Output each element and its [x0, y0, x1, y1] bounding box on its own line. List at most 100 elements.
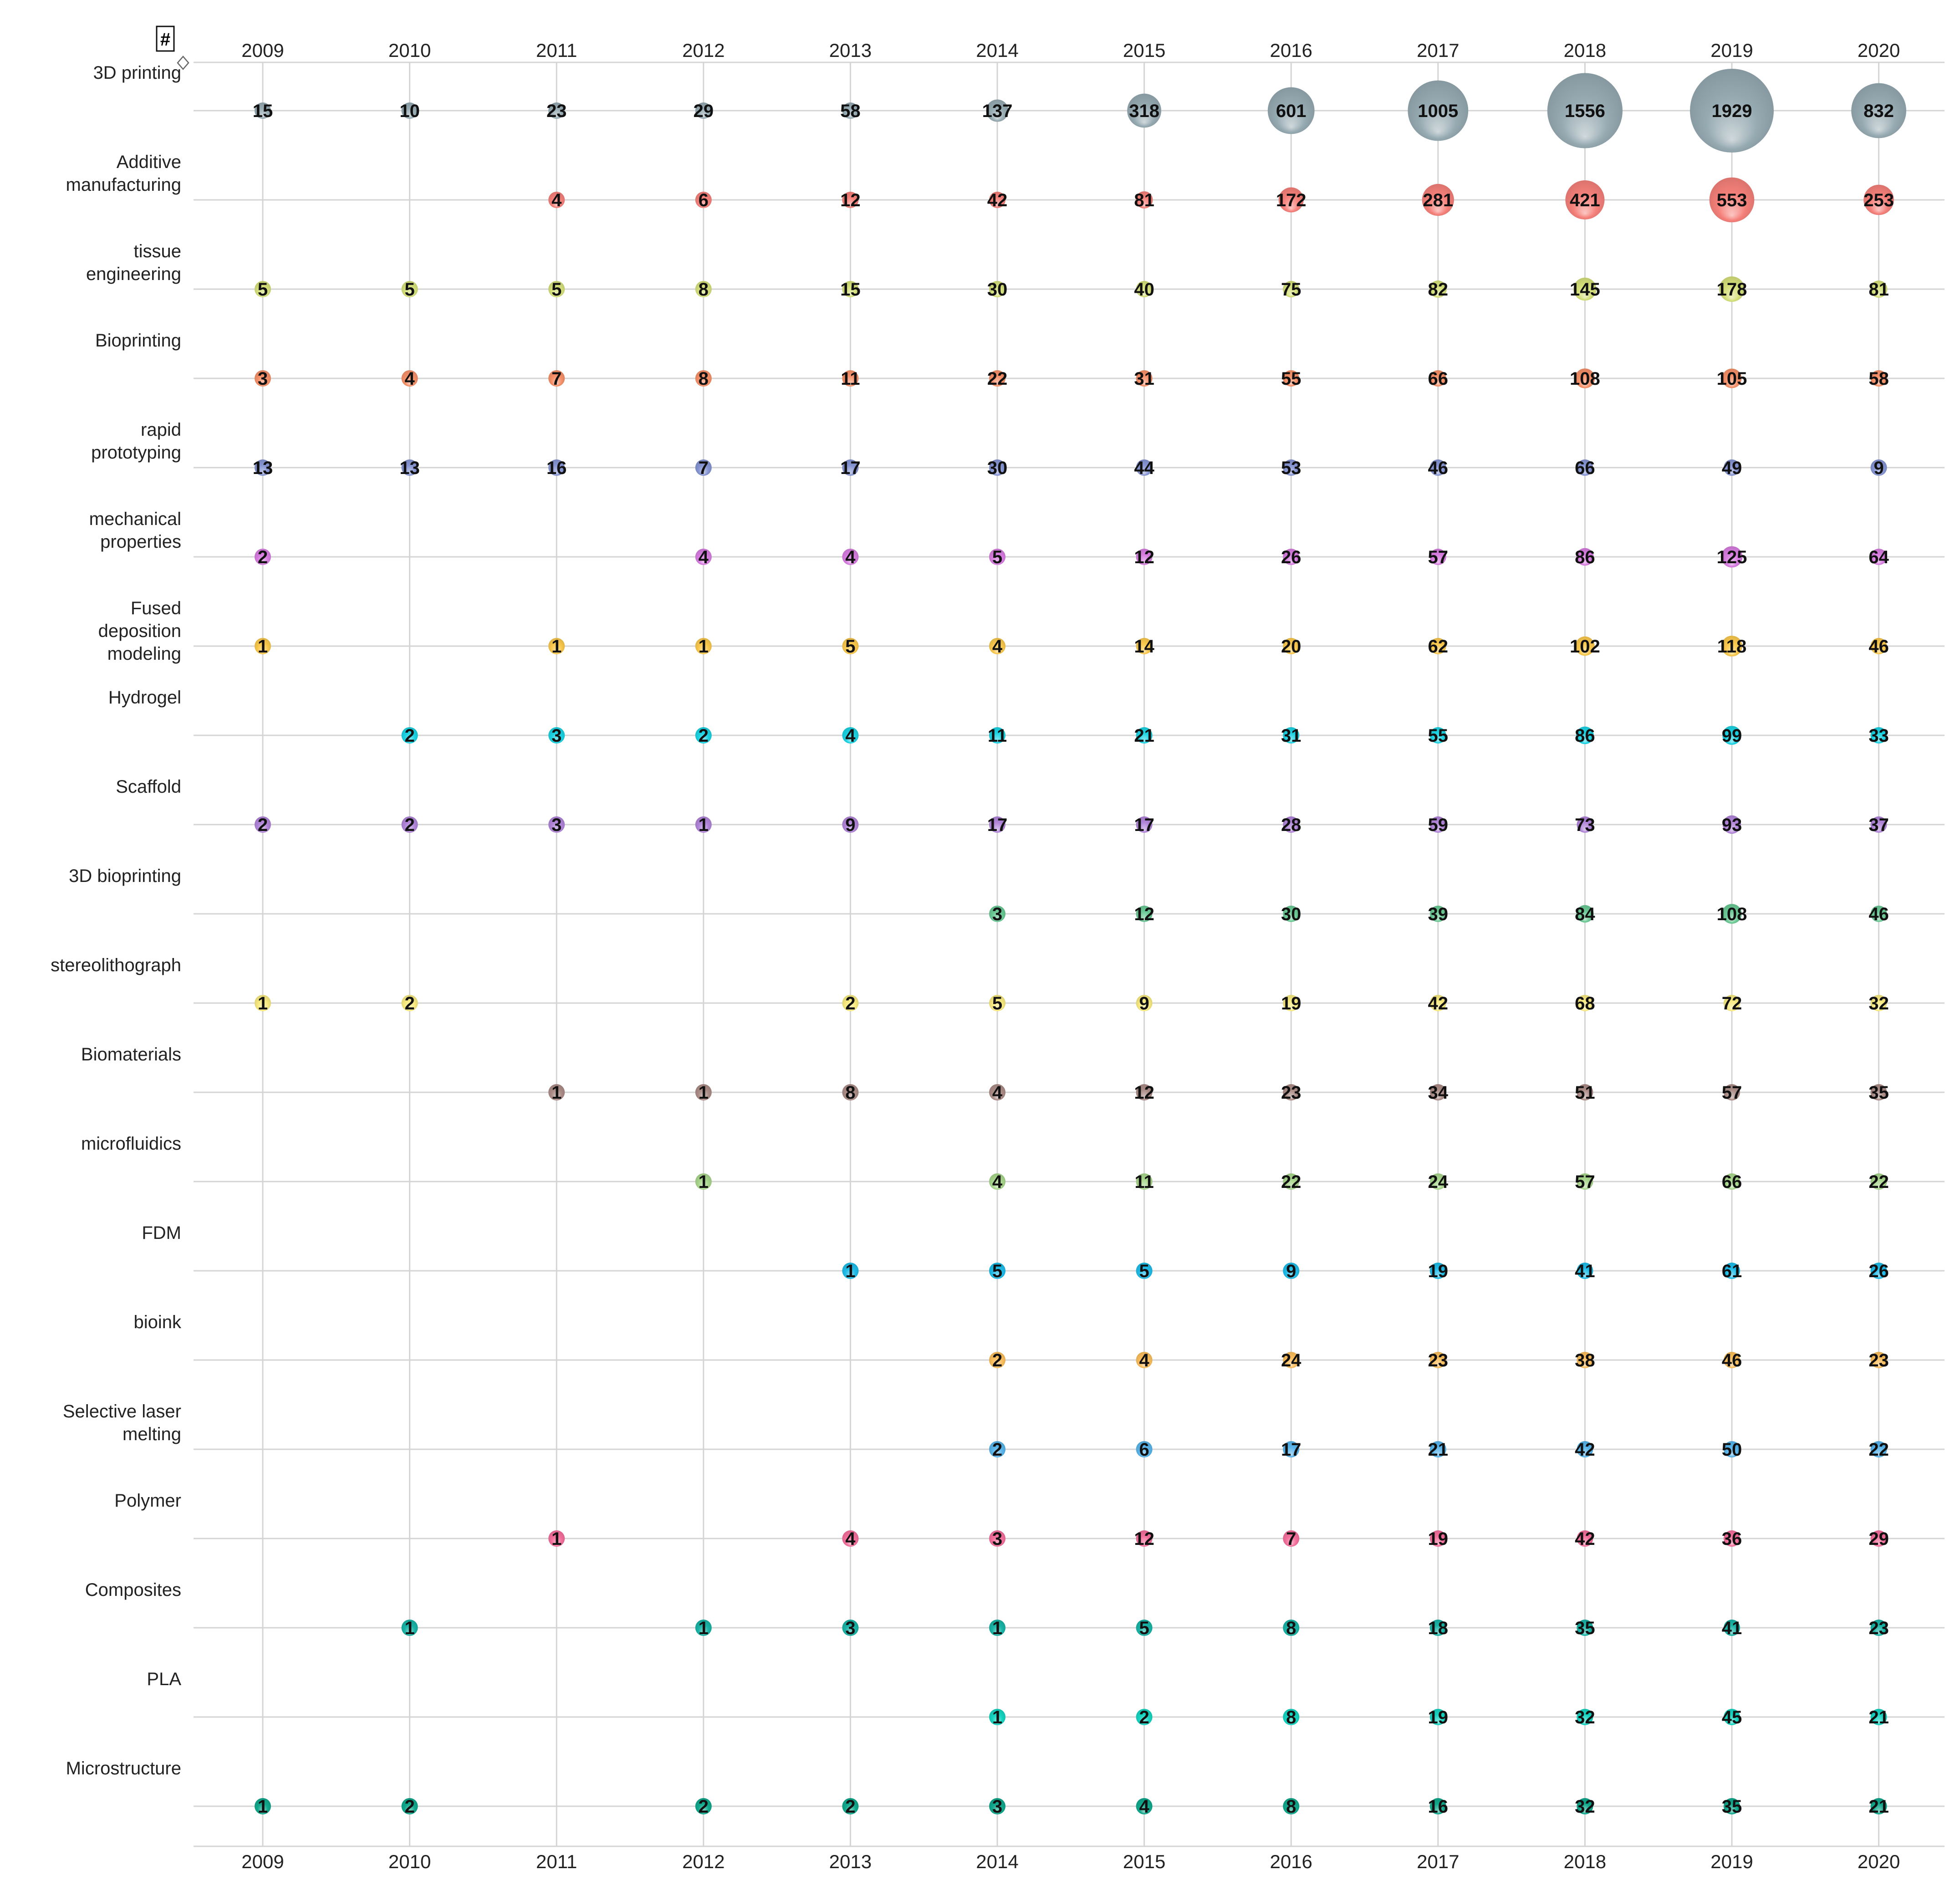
bubble[interactable] [1283, 1798, 1300, 1814]
bubble[interactable] [1136, 549, 1153, 565]
bubble[interactable] [1870, 549, 1887, 565]
bubble[interactable] [1709, 177, 1755, 223]
bubble[interactable] [1870, 1530, 1887, 1547]
bubble[interactable] [1429, 638, 1446, 654]
bubble[interactable] [842, 102, 859, 119]
bubble[interactable] [548, 102, 565, 119]
bubble[interactable] [1429, 280, 1447, 298]
bubble[interactable] [989, 1263, 1006, 1279]
bubble[interactable] [548, 192, 565, 208]
bubble[interactable] [1721, 546, 1743, 568]
bubble[interactable] [1573, 277, 1597, 301]
bubble[interactable] [255, 549, 271, 565]
bubble[interactable] [842, 1620, 859, 1636]
bubble[interactable] [401, 1798, 418, 1814]
bubble[interactable] [1576, 905, 1594, 923]
bubble[interactable] [695, 638, 712, 654]
bubble[interactable] [989, 1352, 1006, 1368]
bubble[interactable] [1136, 370, 1153, 387]
bubble[interactable] [989, 370, 1006, 387]
bubble[interactable] [842, 192, 859, 208]
bubble[interactable] [989, 1798, 1006, 1814]
bubble[interactable] [548, 727, 565, 744]
bubble[interactable] [989, 281, 1006, 297]
bubble[interactable] [989, 1441, 1006, 1457]
bubble[interactable] [548, 816, 565, 833]
bubble[interactable] [255, 995, 271, 1011]
bubble[interactable] [1724, 1263, 1740, 1279]
bubble[interactable] [989, 638, 1006, 654]
bubble[interactable] [1722, 368, 1742, 388]
bubble[interactable] [1136, 1709, 1153, 1725]
bubble[interactable] [1283, 370, 1300, 387]
bubble[interactable] [989, 906, 1006, 922]
bubble[interactable] [1136, 1441, 1153, 1457]
bubble[interactable] [842, 549, 859, 565]
bubble[interactable] [1724, 1530, 1740, 1547]
bubble[interactable] [1136, 281, 1153, 297]
bubble[interactable] [1429, 995, 1446, 1011]
bubble[interactable] [1136, 995, 1153, 1011]
bubble[interactable] [255, 370, 271, 387]
bubble[interactable] [842, 459, 859, 476]
bubble[interactable] [1547, 73, 1623, 148]
bubble[interactable] [1283, 1620, 1300, 1636]
bubble[interactable] [1429, 370, 1446, 387]
bubble[interactable] [842, 1263, 859, 1279]
bubble[interactable] [1429, 549, 1446, 565]
bubble[interactable] [1429, 1709, 1446, 1725]
bubble[interactable] [1283, 1084, 1300, 1100]
bubble[interactable] [842, 816, 859, 833]
bubble[interactable] [1863, 184, 1894, 215]
bubble[interactable] [1870, 1709, 1887, 1725]
bubble[interactable] [695, 1084, 712, 1100]
bubble[interactable] [1577, 1441, 1593, 1457]
bubble[interactable] [1870, 1798, 1887, 1814]
bubble[interactable] [1719, 276, 1745, 302]
bubble[interactable] [1283, 1709, 1300, 1725]
bubble[interactable] [1870, 995, 1887, 1011]
bubble[interactable] [1429, 816, 1446, 833]
bubble[interactable] [1870, 816, 1887, 833]
bubble[interactable] [1565, 180, 1605, 219]
bubble[interactable] [1722, 904, 1742, 924]
bubble[interactable] [842, 727, 859, 744]
bubble[interactable] [1283, 1352, 1300, 1368]
bubble[interactable] [1575, 368, 1595, 388]
bubble[interactable] [401, 995, 418, 1011]
bubble[interactable] [1429, 1620, 1446, 1636]
bubble[interactable] [695, 281, 712, 297]
bubble[interactable] [695, 1173, 712, 1190]
bubble[interactable] [1577, 1709, 1593, 1725]
bubble[interactable] [695, 102, 712, 119]
bubble[interactable] [1429, 727, 1446, 744]
bubble[interactable] [1724, 1352, 1740, 1368]
bubble[interactable] [1690, 69, 1774, 153]
bubble[interactable] [1870, 906, 1887, 922]
bubble[interactable] [1429, 1173, 1446, 1190]
bubble[interactable] [1135, 191, 1153, 209]
bubble[interactable] [1283, 1173, 1300, 1190]
bubble[interactable] [1283, 549, 1300, 565]
bubble[interactable] [1429, 1352, 1446, 1368]
bubble[interactable] [1721, 636, 1742, 657]
bubble[interactable] [1283, 995, 1300, 1011]
bubble[interactable] [1283, 638, 1300, 654]
bubble[interactable] [401, 459, 418, 476]
bubble[interactable] [1724, 1084, 1740, 1100]
bubble[interactable] [695, 459, 712, 476]
sort-diamond-icon[interactable] [177, 56, 189, 70]
bubble[interactable] [1429, 1441, 1446, 1457]
bubble[interactable] [989, 727, 1006, 744]
bubble[interactable] [1577, 1530, 1593, 1547]
bubble[interactable] [1576, 726, 1594, 744]
bubble[interactable] [1577, 1263, 1593, 1279]
bubble[interactable] [548, 281, 565, 297]
bubble[interactable] [1870, 1263, 1887, 1279]
bubble[interactable] [1283, 906, 1300, 922]
bubble[interactable] [986, 99, 1009, 122]
bubble[interactable] [695, 1798, 712, 1814]
bubble[interactable] [1870, 1352, 1887, 1368]
bubble[interactable] [1408, 80, 1469, 141]
bubble[interactable] [255, 638, 271, 654]
